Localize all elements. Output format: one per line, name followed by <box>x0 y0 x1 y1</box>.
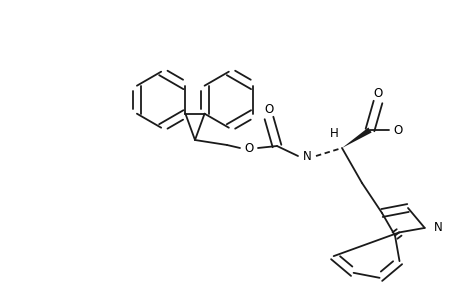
Text: N: N <box>433 221 442 234</box>
Text: O: O <box>244 142 253 154</box>
Text: O: O <box>264 103 273 116</box>
Polygon shape <box>341 128 371 148</box>
Text: O: O <box>373 86 382 100</box>
Text: H: H <box>329 127 338 140</box>
Text: N: N <box>302 149 311 163</box>
Text: O: O <box>392 124 402 136</box>
